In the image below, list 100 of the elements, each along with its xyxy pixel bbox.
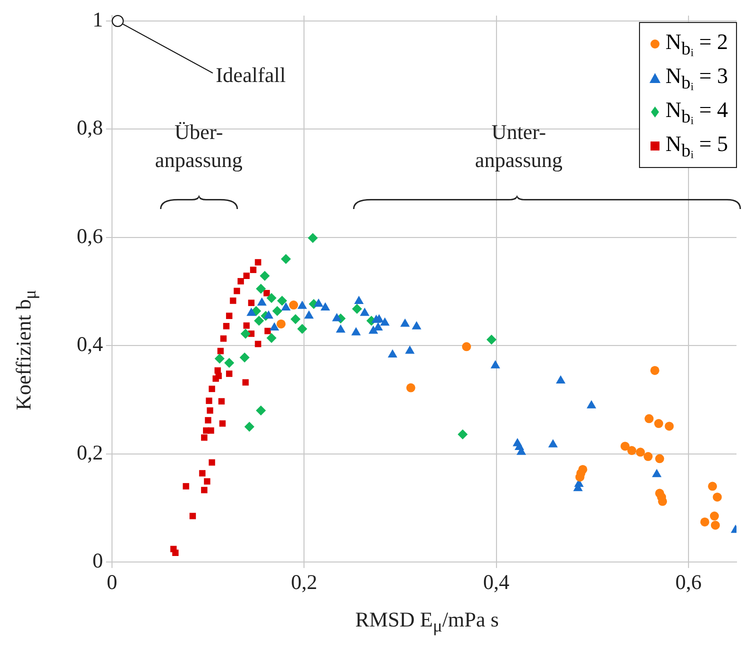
legend-label: N$_{bᵢ}$ = 5 <box>666 130 728 162</box>
point <box>277 296 288 306</box>
y-tick-label: 0,8 <box>76 116 103 140</box>
point <box>276 319 286 328</box>
y-tick-label: 0,4 <box>76 332 104 356</box>
point <box>314 298 324 307</box>
point <box>230 298 236 304</box>
point <box>556 375 566 384</box>
point <box>712 492 722 502</box>
point <box>281 302 291 310</box>
point <box>644 452 653 462</box>
point <box>412 321 422 330</box>
x-tick-label: 0,6 <box>675 570 702 594</box>
y-tick-label: 0,2 <box>76 440 103 464</box>
point <box>548 439 558 448</box>
point <box>244 422 254 432</box>
point <box>223 322 230 330</box>
point <box>655 454 664 464</box>
point <box>220 335 227 342</box>
point <box>297 324 308 334</box>
point <box>260 270 270 281</box>
annotation: Unter- anpassung <box>475 119 562 174</box>
point <box>256 406 266 416</box>
y-tick-label: 0 <box>92 548 103 573</box>
annotation: Über- anpassung <box>155 119 242 174</box>
point <box>373 322 383 330</box>
point <box>201 434 208 441</box>
point <box>238 278 244 284</box>
point <box>264 290 270 296</box>
point <box>240 328 251 339</box>
point <box>206 398 212 404</box>
point <box>351 327 361 336</box>
point <box>664 422 674 431</box>
point <box>204 417 212 424</box>
point <box>332 313 342 322</box>
point <box>708 482 717 491</box>
point <box>272 306 282 316</box>
point <box>462 342 472 352</box>
point <box>280 254 291 264</box>
point <box>320 302 330 310</box>
point <box>234 288 240 294</box>
point <box>215 372 222 380</box>
point <box>257 297 267 306</box>
point <box>710 512 719 521</box>
point <box>190 512 196 520</box>
point <box>289 300 298 310</box>
point <box>250 266 256 274</box>
x-tick-label: 0,2 <box>291 570 318 594</box>
point <box>360 308 370 316</box>
point <box>380 317 390 326</box>
point <box>710 520 720 530</box>
point <box>700 517 710 526</box>
point <box>352 304 362 314</box>
point <box>654 419 664 428</box>
point <box>620 442 630 451</box>
point <box>354 296 364 304</box>
point <box>406 383 416 392</box>
point <box>636 448 645 457</box>
point <box>242 379 249 386</box>
point <box>204 478 210 485</box>
point <box>297 300 307 309</box>
point <box>627 446 636 456</box>
point <box>226 312 232 320</box>
point <box>243 272 250 279</box>
point <box>308 232 318 243</box>
point <box>486 334 497 345</box>
y-tick-label: 0,6 <box>76 224 103 248</box>
point <box>208 459 216 466</box>
x-axis-title: RMSD E$_{μ}$/mPa s <box>355 607 499 637</box>
point <box>218 398 225 405</box>
point <box>172 550 179 556</box>
point <box>400 318 410 327</box>
x-tick-label: 0,4 <box>483 570 510 594</box>
point <box>248 300 254 306</box>
point <box>214 354 225 364</box>
point <box>388 349 398 358</box>
point <box>266 292 276 303</box>
point <box>336 324 346 333</box>
point <box>201 486 208 494</box>
annotation: Idealfall <box>216 62 286 89</box>
legend-label: N$_{bᵢ}$ = 2 <box>666 28 728 60</box>
point <box>240 352 250 363</box>
point <box>270 322 280 330</box>
point <box>650 366 660 375</box>
point <box>254 316 264 326</box>
point <box>304 310 314 319</box>
point <box>199 470 206 476</box>
point <box>644 414 654 424</box>
point <box>254 259 262 266</box>
point <box>405 346 415 354</box>
point <box>208 386 216 392</box>
point <box>256 284 266 294</box>
y-tick-label: 1 <box>92 8 103 32</box>
point <box>458 429 468 440</box>
point <box>264 328 271 334</box>
point <box>290 314 301 324</box>
point <box>586 400 596 408</box>
point <box>226 370 232 377</box>
legend-label: N$_{bᵢ}$ = 3 <box>666 62 728 94</box>
point <box>264 310 274 319</box>
